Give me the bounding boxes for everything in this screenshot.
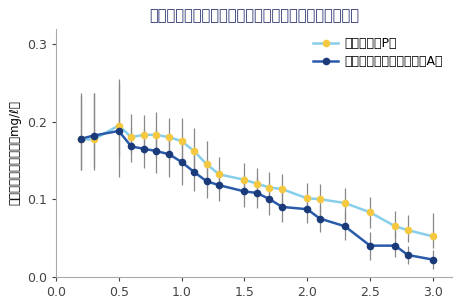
Legend: プラセボ（P）, アラニン＋グルタミン（A）: プラセボ（P）, アラニン＋グルタミン（A） <box>308 33 447 73</box>
Title: アルコール飲料摂取後の呼気中のエタノール量の変化: アルコール飲料摂取後の呼気中のエタノール量の変化 <box>148 8 358 23</box>
Y-axis label: 呼気エタノール濃度（mg/ℓ）: 呼気エタノール濃度（mg/ℓ） <box>8 100 21 205</box>
